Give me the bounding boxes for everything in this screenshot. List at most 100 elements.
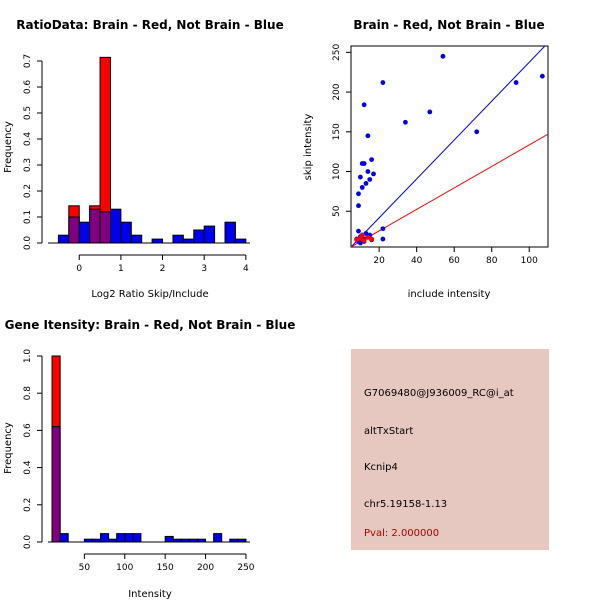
ratio-y-tick-label: 0.0 [23,236,33,251]
scatter-fit-line-not-brain [351,46,546,247]
scatter-y-tick-label: 200 [332,83,342,100]
scatter-point-not-brain [361,161,367,166]
ratio-histogram-xlabel: Log2 Ratio Skip/Include [91,289,208,300]
scatter-point-not-brain [380,236,386,242]
scatter-point-not-brain [365,169,371,174]
ratio-histogram-title: RatioData: Brain - Red, Not Brain - Blue [16,18,283,32]
scatter-y-tick-label: 250 [332,43,342,60]
scatter-x-tick-label: 80 [486,256,498,266]
gene-bar-not-brain [124,533,134,543]
info-location: chr5.19158-1.13 [364,499,447,510]
ratio-bar-not-brain [78,221,91,244]
ratio-y-tick-label: 0.2 [23,184,33,198]
ratio-bar-not-brain [193,229,205,244]
scatter-point-not-brain [513,80,519,85]
scatter-point-not-brain [357,240,363,246]
gene-bar-not-brain [59,533,69,543]
ratio-bar-not-brain [224,221,236,244]
scatter-point-not-brain [380,80,386,85]
gene-bar-not-brain [164,535,174,543]
ratio-y-tick-label: 0.4 [23,132,33,147]
ratio-bar-not-brain [182,238,195,244]
scatter-point-not-brain [356,191,361,197]
scatter-point-not-brain [474,129,480,135]
gene-intensity-ylabel: Frequency [3,422,14,474]
gene-bar-not-brain [100,533,110,543]
ratio-y-tick-label: 0.6 [23,80,33,95]
ratio-x-tick-label: 0 [76,264,82,274]
scatter-y-tick-label: 50 [332,205,342,217]
gene-intensity-histogram: Gene Itensity: Brain - Red, Not Brain - … [3,318,295,600]
info-probe-id: G7069480@J936009_RC@i_at [364,388,514,399]
scatter-x-tick-label: 20 [373,256,385,266]
ratio-histogram-axes: 0 1 2 3 4 0.0 0.1 0.2 0.3 0.4 0.5 0.6 0.7 [23,54,249,274]
gene-x-tick-label: 50 [79,563,91,573]
scatter-point-not-brain [380,226,386,232]
gene-x-tick-label: 200 [197,563,214,573]
gene-intensity-xlabel: Intensity [128,589,172,600]
scatter-point-brain [359,232,365,238]
scatter-point-brain [354,237,360,243]
scatter-point-not-brain [369,157,375,163]
ratio-bar-not-brain [203,225,216,244]
gene-bar-not-brain [116,533,126,543]
gene-y-tick-label: 0.8 [23,386,33,401]
ratio-x-tick-label: 1 [118,264,124,274]
ratio-y-tick-label: 0.7 [23,54,33,68]
gene-intensity-axes: 50 100 150 200 250 0.0 0.2 0.4 0.6 0.8 1.0 [23,349,255,573]
intensity-scatter-xlabel: include intensity [408,289,491,300]
gene-x-tick-label: 150 [157,563,174,573]
gene-bar-not-brain [132,533,142,543]
scatter-x-tick-label: 100 [521,256,538,266]
intensity-scatter-box [350,45,549,248]
scatter-point-not-brain [403,119,408,125]
scatter-point-brain [365,235,371,240]
ratio-histogram: RatioData: Brain - Red, Not Brain - Blue… [3,18,284,300]
scatter-x-tick-label: 60 [448,256,460,266]
scatter-point-not-brain [371,171,376,177]
info-panel: G7069480@J936009_RC@i_at altTxStart Kcni… [351,349,549,550]
scatter-x-tick-label: 40 [411,256,423,266]
scatter-point-brain [361,238,367,244]
scatter-point-not-brain [427,109,433,115]
scatter-y-tick-label: 100 [332,163,342,180]
intensity-scatter-points [354,53,545,246]
gene-y-tick-label: 0.4 [23,460,33,475]
ratio-bar-not-brain [89,208,101,244]
scatter-point-not-brain [356,203,361,209]
gene-x-tick-label: 250 [237,563,254,573]
info-gene: Kcnip4 [364,462,398,473]
gene-y-tick-label: 0.0 [23,535,33,550]
scatter-point-not-brain [367,177,373,182]
intensity-scatter-ylabel: skip intensity [303,114,314,181]
info-event-type: altTxStart [364,426,413,437]
gene-y-tick-label: 0.2 [23,498,33,512]
ratio-histogram-ylabel: Frequency [3,121,14,173]
gene-y-tick-label: 0.6 [23,423,33,438]
ratio-x-tick-label: 2 [160,264,166,274]
scatter-point-not-brain [363,181,369,186]
intensity-scatter-title: Brain - Red, Not Brain - Blue [353,18,544,32]
intensity-scatter: Brain - Red, Not Brain - Blue 20 40 60 80 10… [303,18,549,300]
scatter-point-not-brain [357,174,363,180]
ratio-bar-not-brain [57,234,70,244]
ratio-y-tick-label: 0.3 [23,158,33,172]
ratio-bar-not-brain [130,234,143,244]
gene-bar-not-brain [51,426,61,543]
scatter-point-not-brain [356,228,361,234]
scatter-y-tick-label: 150 [332,123,342,140]
ratio-histogram-bars [48,56,250,244]
scatter-point-not-brain [539,73,545,79]
gene-x-tick-label: 100 [116,563,133,573]
ratio-bar-not-brain [172,234,184,244]
gene-y-tick-label: 1.0 [23,349,33,364]
scatter-point-not-brain [365,133,371,139]
ratio-bar-not-brain [120,221,132,244]
gene-intensity-title: Gene Itensity: Brain - Red, Not Brain - … [5,318,296,332]
scatter-point-not-brain [361,102,367,108]
gene-bar-not-brain [213,533,223,543]
ratio-x-tick-label: 3 [201,264,207,274]
scatter-point-brain [369,236,375,242]
gene-intensity-bars [48,355,250,543]
